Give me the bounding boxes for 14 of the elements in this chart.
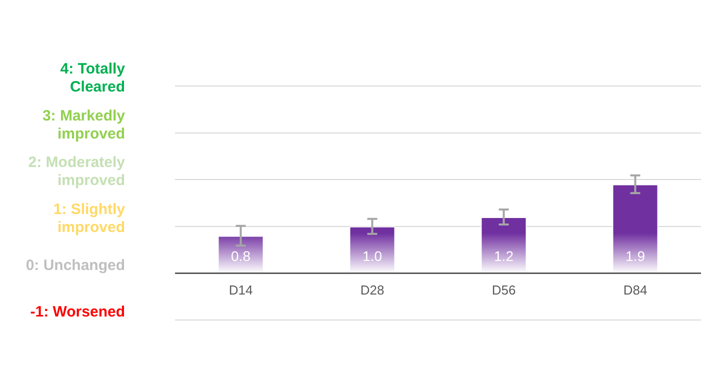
x-tick-label: D84 xyxy=(623,282,648,298)
y-tick-label: 2: Moderately improved xyxy=(28,154,126,190)
y-tick-label: 1: Slightly improved xyxy=(53,201,126,236)
data-label: 1.0 xyxy=(362,248,382,264)
x-tick-label: D56 xyxy=(492,282,516,298)
x-tick-label: D14 xyxy=(228,282,253,298)
x-tick-label: D28 xyxy=(360,282,384,298)
data-label: 1.9 xyxy=(626,248,646,264)
y-tick-label: 0: Unchanged xyxy=(26,256,125,274)
y-tick-label: 3: Markedly improved xyxy=(42,107,126,142)
y-tick-label: 4: Totally Cleared xyxy=(60,60,126,96)
data-label: 0.8 xyxy=(231,248,251,264)
data-label: 1.2 xyxy=(494,248,514,264)
y-tick-label: -1: Worsened xyxy=(30,304,125,321)
